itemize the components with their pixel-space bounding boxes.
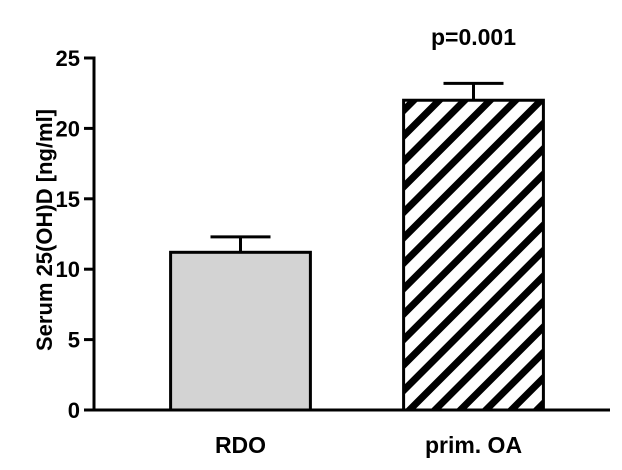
y-tick-label: 0	[68, 398, 80, 423]
y-tick-label: 25	[56, 46, 80, 71]
category-label: RDO	[215, 432, 266, 458]
y-tick-label: 5	[68, 328, 80, 353]
bar-0	[169, 250, 312, 412]
category-labels: RDO prim. OA	[215, 432, 522, 458]
p-value-annotation: p=0.001	[431, 24, 516, 50]
error-bars	[210, 81, 504, 253]
category-label: prim. OA	[425, 432, 522, 458]
annotations: p=0.001	[431, 24, 516, 50]
bars	[169, 98, 545, 412]
bar-1	[402, 98, 545, 412]
y-axis-title: Serum 25(OH)D [ng/ml]	[32, 109, 57, 351]
y-axis: 0 5 10 15 20 25	[56, 46, 96, 423]
y-tick-label: 10	[56, 257, 80, 282]
y-tick-label: 20	[56, 116, 80, 141]
y-tick-label: 15	[56, 187, 80, 212]
